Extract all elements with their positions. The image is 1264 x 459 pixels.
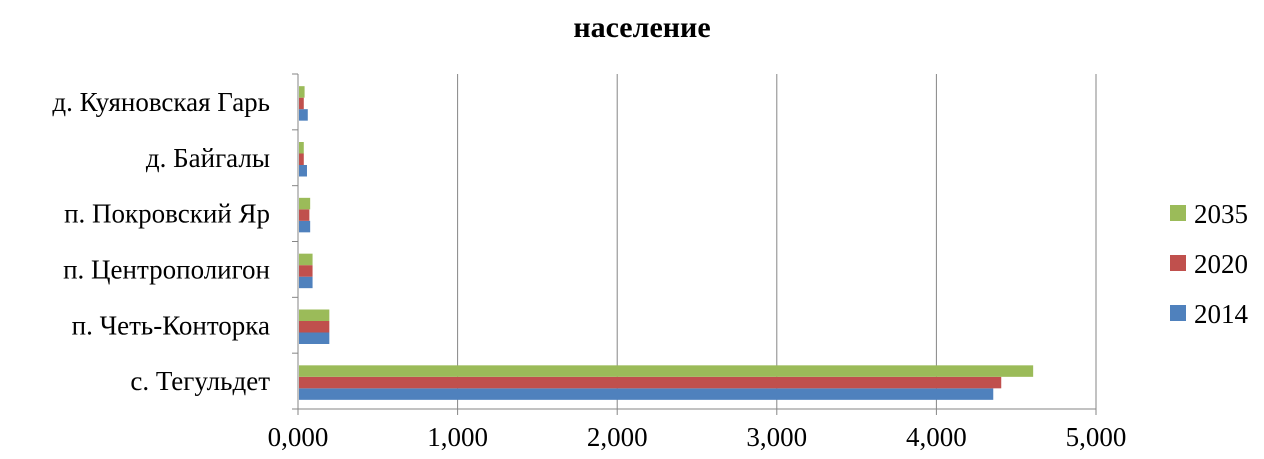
bar-2014-5 (299, 109, 308, 121)
bars (299, 86, 1034, 400)
gridlines (457, 74, 1097, 409)
bar-2020-4 (299, 153, 304, 165)
legend-swatch-2020 (1170, 255, 1186, 271)
category-label: п. Четь-Конторка (72, 310, 270, 340)
category-label: п. Покровский Яр (64, 199, 270, 229)
x-tick-labels: 0,000 1,000 2,000 3,000 4,000 5,000 (268, 422, 1127, 452)
bar-2020-0 (299, 376, 1002, 389)
legend-swatch-2014 (1170, 305, 1186, 321)
legend-label-2035: 2035 (1194, 199, 1248, 229)
category-label: д. Куяновская Гарь (52, 87, 270, 117)
axes (292, 73, 1097, 415)
category-label: п. Центрополигон (63, 254, 270, 284)
bar-2014-4 (299, 165, 307, 177)
bar-2020-5 (299, 97, 304, 110)
x-tick-label: 3,000 (746, 422, 807, 452)
bar-2020-2 (299, 265, 313, 277)
x-tick-label: 1,000 (427, 422, 488, 452)
category-label: д. Байгалы (146, 143, 270, 173)
x-tick-label: 4,000 (906, 422, 967, 452)
bar-2035-0 (299, 365, 1034, 377)
legend-swatch-2035 (1170, 205, 1186, 221)
bar-2014-1 (299, 332, 330, 344)
legend: 2035 2020 2014 (1170, 199, 1249, 329)
chart-title: население (573, 11, 710, 44)
x-tick-label: 5,000 (1066, 422, 1127, 452)
bar-2014-3 (299, 220, 311, 233)
bar-2014-0 (299, 388, 994, 400)
bar-2035-4 (299, 142, 304, 154)
bar-2035-1 (299, 309, 330, 321)
legend-label-2020: 2020 (1194, 249, 1248, 279)
category-labels: с. Тегульдет п. Четь-Конторка п. Центропол… (52, 87, 270, 396)
bar-2014-2 (299, 276, 313, 289)
bar-2035-5 (299, 86, 305, 98)
category-label: с. Тегульдет (130, 366, 270, 396)
legend-label-2014: 2014 (1194, 299, 1249, 329)
bar-2020-1 (299, 321, 330, 333)
bar-2020-3 (299, 209, 310, 221)
bar-2035-2 (299, 253, 313, 266)
x-tick-label: 2,000 (587, 422, 648, 452)
bar-2035-3 (299, 197, 311, 210)
x-tick-label: 0,000 (268, 422, 329, 452)
